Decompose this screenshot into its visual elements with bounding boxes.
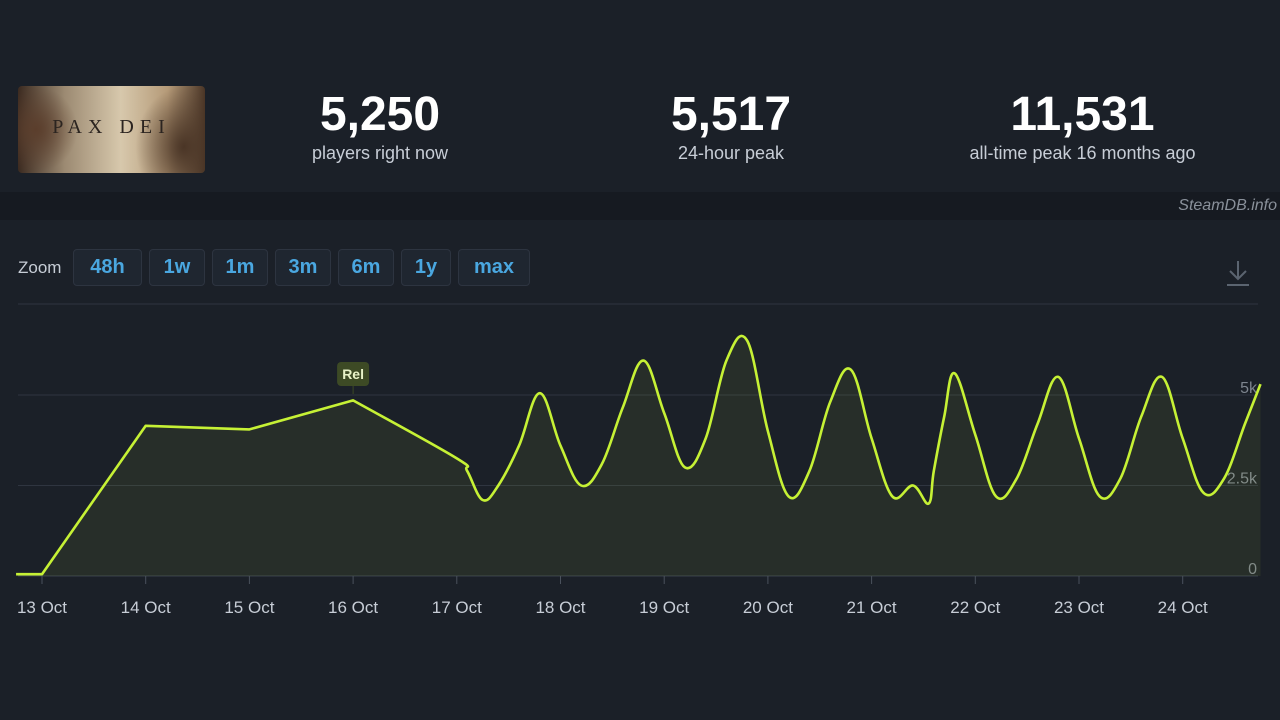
current-players-value: 5,250 [319, 88, 441, 141]
zoom-3m-button[interactable]: 3m [275, 249, 331, 286]
zoom-48h-button[interactable]: 48h [73, 249, 142, 286]
zoom-max-button[interactable]: max [458, 249, 530, 286]
divider-band [0, 192, 1280, 220]
stat-24h-peak: 5,517 24-hour peak [631, 88, 831, 164]
x-tick-label: 18 Oct [535, 598, 585, 617]
game-logo-text: PAX DEI [52, 116, 171, 138]
x-tick-label: 15 Oct [224, 598, 274, 617]
x-tick-label: 16 Oct [328, 598, 378, 617]
x-axis-ticks: 13 Oct 14 Oct 15 Oct 16 Oct 17 Oct 18 Oct 19 O… [17, 576, 1208, 617]
steamdb-credit: SteamDB.info [1178, 197, 1277, 214]
thumbnail-figure-left [18, 86, 78, 173]
x-tick-label: 22 Oct [950, 598, 1000, 617]
peak-24h-value: 5,517 [670, 88, 792, 141]
x-tick-label: 14 Oct [121, 598, 171, 617]
stat-current-players: 5,250 players right now [280, 88, 480, 164]
annotations: Rel [337, 362, 370, 394]
peak-24h-label: 24-hour peak [677, 143, 785, 163]
all-time-peak-value: 11,531 [1010, 88, 1155, 141]
annotation-label: Rel [342, 366, 364, 382]
annotation-rel: Rel [337, 362, 370, 394]
x-tick-label: 13 Oct [17, 598, 67, 617]
series-line [16, 334, 1262, 576]
x-tick-label: 21 Oct [847, 598, 897, 617]
game-thumbnail[interactable]: PAX DEI [18, 86, 205, 173]
y-tick-label: 0 [1248, 561, 1257, 578]
all-time-peak-label: all-time peak 16 months ago [969, 143, 1196, 163]
chart-grid [18, 303, 1258, 577]
x-tick-label: 17 Oct [432, 598, 482, 617]
zoom-1m-button[interactable]: 1m [212, 249, 268, 286]
zoom-1y-button[interactable]: 1y [401, 249, 451, 286]
x-tick-label: 19 Oct [639, 598, 689, 617]
y-tick-label: 5k [1240, 380, 1258, 397]
x-tick-label: 24 Oct [1158, 598, 1208, 617]
x-tick-label: 20 Oct [743, 598, 793, 617]
zoom-label: Zoom [18, 258, 62, 277]
x-tick-label: 23 Oct [1054, 598, 1104, 617]
current-players-label: players right now [311, 143, 449, 163]
download-icon[interactable] [1224, 258, 1252, 288]
stat-all-time-peak: 11,531 all-time peak 16 months ago [940, 88, 1225, 164]
zoom-1w-button[interactable]: 1w [149, 249, 205, 286]
stats-bar [0, 70, 1280, 192]
player-count-chart: 0 2.5k 5k 13 Oct 14 Oct 15 Oct 16 Oct 17 Oct 18… [16, 303, 1262, 617]
thumbnail-figure-right [135, 86, 205, 173]
top-band [0, 0, 1280, 70]
series-area [16, 335, 1261, 576]
y-axis-ticks: 0 2.5k 5k [1227, 380, 1258, 578]
annotation-box [337, 362, 370, 386]
zoom-6m-button[interactable]: 6m [338, 249, 394, 286]
y-tick-label: 2.5k [1227, 471, 1258, 488]
